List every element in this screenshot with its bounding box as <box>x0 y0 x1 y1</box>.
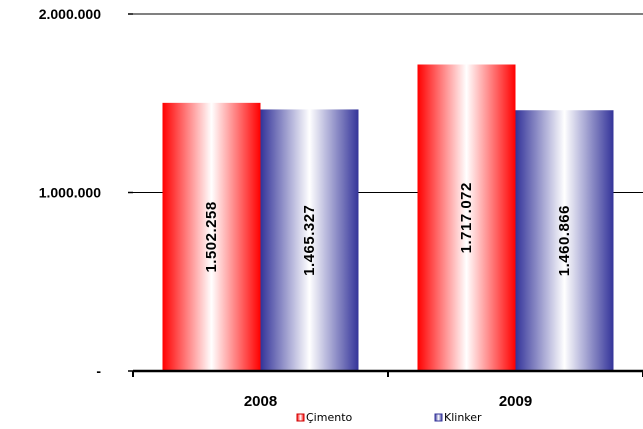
legend-swatch-cimento <box>296 413 305 422</box>
bar-value-label: 1.465.327 <box>301 205 318 276</box>
x-category-label: 2008 <box>244 393 277 410</box>
bar-value-label: 1.717.072 <box>458 182 475 253</box>
bar-value-label: 1.460.866 <box>556 205 573 276</box>
legend-label-klinker: Klinker <box>444 411 482 424</box>
labels: - 1.000.000 2.000.000 1.502.258 1.465.327 200… <box>39 6 573 410</box>
bar-klinker-2009 <box>515 110 614 372</box>
bars <box>162 64 614 372</box>
bar-imento-2008 <box>162 102 261 371</box>
legend-swatch-klinker <box>434 413 443 422</box>
y-tick-label: 2.000.000 <box>39 6 101 22</box>
x-category-label: 2009 <box>499 393 532 410</box>
y-tick-label: 1.000.000 <box>39 185 101 201</box>
legend: Çimento Klinker <box>296 411 482 424</box>
bar-klinker-2008 <box>260 109 359 371</box>
bar-imento-2009 <box>417 64 516 371</box>
legend-label-cimento: Çimento <box>306 411 353 424</box>
y-tick-label: - <box>96 363 101 379</box>
bar-value-label: 1.502.258 <box>203 201 220 272</box>
axes <box>128 13 643 377</box>
